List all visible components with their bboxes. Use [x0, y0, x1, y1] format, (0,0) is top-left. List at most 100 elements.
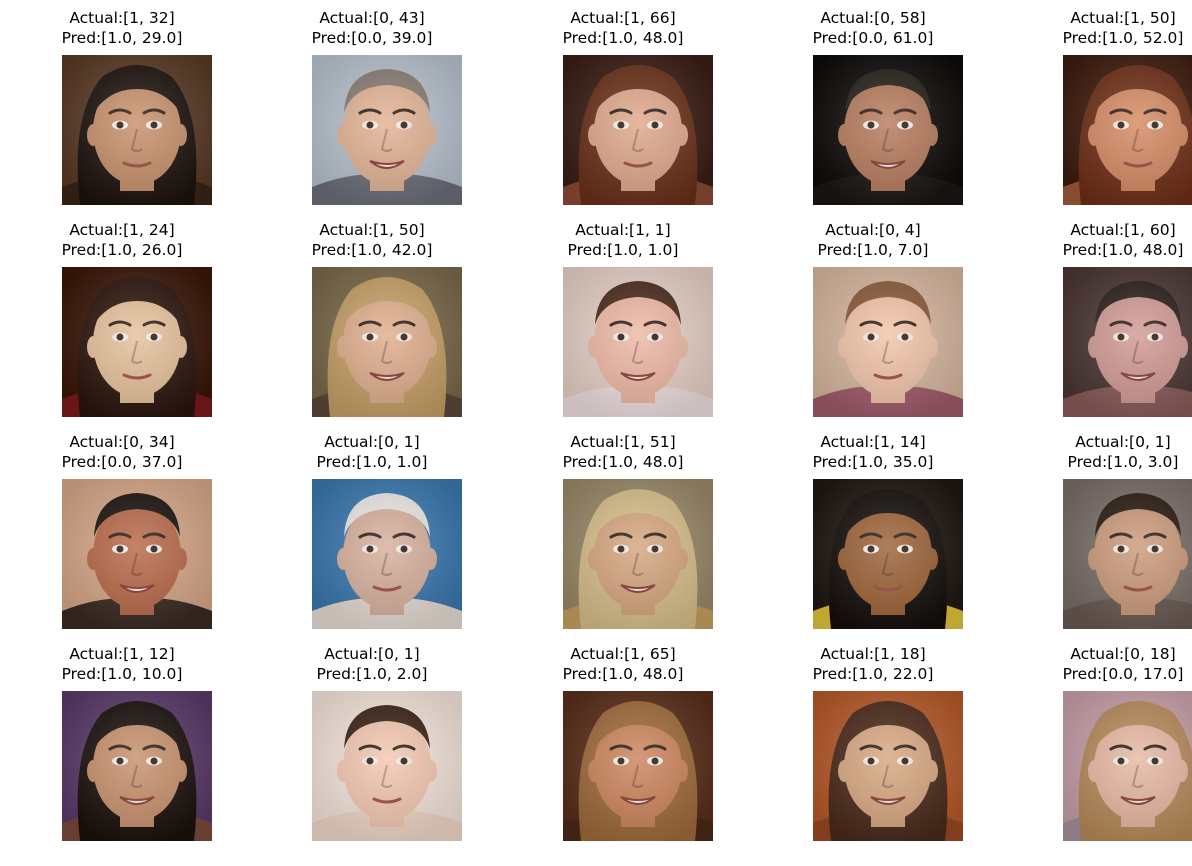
- actual-label: Actual:[0, 1]: [324, 645, 420, 663]
- panel-title: Actual:[1, 50] Pred:[1.0, 52.0]: [1003, 8, 1192, 48]
- face-photo: [813, 691, 963, 841]
- face-image: [813, 55, 963, 205]
- face-photo: [563, 691, 713, 841]
- face-panel: Actual:[1, 32] Pred:[1.0, 29.0]: [2, 8, 242, 213]
- pred-label: Pred:[1.0, 48.0]: [562, 29, 684, 47]
- actual-label: Actual:[0, 43]: [319, 9, 425, 27]
- panel-title: Actual:[1, 66] Pred:[1.0, 48.0]: [503, 8, 743, 48]
- panel-title: Actual:[1, 51] Pred:[1.0, 48.0]: [503, 432, 743, 472]
- pred-label: Pred:[1.0, 29.0]: [61, 29, 183, 47]
- face-panel: Actual:[0, 18] Pred:[0.0, 17.0]: [1003, 644, 1192, 849]
- actual-label: Actual:[1, 24]: [69, 221, 175, 239]
- actual-label: Actual:[0, 4]: [825, 221, 921, 239]
- panel-title: Actual:[1, 1] Pred:[1.0, 1.0]: [503, 220, 743, 260]
- face-image: [1063, 479, 1192, 629]
- panel-title: Actual:[1, 24] Pred:[1.0, 26.0]: [2, 220, 242, 260]
- panel-title: Actual:[0, 1] Pred:[1.0, 2.0]: [252, 644, 492, 684]
- face-panel: Actual:[1, 60] Pred:[1.0, 48.0]: [1003, 220, 1192, 425]
- pred-label: Pred:[1.0, 48.0]: [562, 665, 684, 683]
- face-photo: [1063, 479, 1192, 629]
- actual-label: Actual:[1, 14]: [820, 433, 926, 451]
- panel-title: Actual:[0, 43] Pred:[0.0, 39.0]: [252, 8, 492, 48]
- face-image: [312, 267, 462, 417]
- face-panel: Actual:[1, 14] Pred:[1.0, 35.0]: [753, 432, 993, 637]
- pred-label: Pred:[1.0, 2.0]: [316, 665, 428, 683]
- face-panel: Actual:[1, 50] Pred:[1.0, 52.0]: [1003, 8, 1192, 213]
- face-panel: Actual:[1, 1] Pred:[1.0, 1.0]: [503, 220, 743, 425]
- face-photo: [312, 267, 462, 417]
- face-panel: Actual:[0, 43] Pred:[0.0, 39.0]: [252, 8, 492, 213]
- face-panel: Actual:[0, 1] Pred:[1.0, 1.0]: [252, 432, 492, 637]
- face-photo: [62, 691, 212, 841]
- face-photo: [813, 267, 963, 417]
- face-photo: [62, 267, 212, 417]
- face-image: [312, 479, 462, 629]
- face-photo: [563, 479, 713, 629]
- face-panel: Actual:[1, 24] Pred:[1.0, 26.0]: [2, 220, 242, 425]
- face-image: [813, 479, 963, 629]
- pred-label: Pred:[1.0, 35.0]: [812, 453, 934, 471]
- pred-label: Pred:[0.0, 61.0]: [812, 29, 934, 47]
- face-image: [563, 55, 713, 205]
- panel-title: Actual:[1, 32] Pred:[1.0, 29.0]: [2, 8, 242, 48]
- face-image: [62, 479, 212, 629]
- actual-label: Actual:[0, 1]: [1075, 433, 1171, 451]
- face-panel: Actual:[1, 18] Pred:[1.0, 22.0]: [753, 644, 993, 849]
- face-image: [563, 267, 713, 417]
- actual-label: Actual:[1, 50]: [319, 221, 425, 239]
- panel-title: Actual:[1, 12] Pred:[1.0, 10.0]: [2, 644, 242, 684]
- panel-title: Actual:[1, 65] Pred:[1.0, 48.0]: [503, 644, 743, 684]
- face-photo: [1063, 55, 1192, 205]
- actual-label: Actual:[1, 65]: [570, 645, 676, 663]
- face-panel: Actual:[0, 34] Pred:[0.0, 37.0]: [2, 432, 242, 637]
- panel-title: Actual:[0, 1] Pred:[1.0, 1.0]: [252, 432, 492, 472]
- pred-label: Pred:[1.0, 26.0]: [61, 241, 183, 259]
- face-image: [1063, 55, 1192, 205]
- panel-title: Actual:[1, 50] Pred:[1.0, 42.0]: [252, 220, 492, 260]
- actual-label: Actual:[0, 58]: [820, 9, 926, 27]
- face-photo: [563, 267, 713, 417]
- actual-label: Actual:[1, 60]: [1070, 221, 1176, 239]
- panel-title: Actual:[0, 58] Pred:[0.0, 61.0]: [753, 8, 993, 48]
- panel-title: Actual:[1, 60] Pred:[1.0, 48.0]: [1003, 220, 1192, 260]
- actual-label: Actual:[1, 18]: [820, 645, 926, 663]
- pred-label: Pred:[1.0, 48.0]: [562, 453, 684, 471]
- face-photo: [312, 691, 462, 841]
- panel-title: Actual:[0, 18] Pred:[0.0, 17.0]: [1003, 644, 1192, 684]
- face-image: [312, 55, 462, 205]
- face-panel: Actual:[1, 51] Pred:[1.0, 48.0]: [503, 432, 743, 637]
- actual-label: Actual:[1, 66]: [570, 9, 676, 27]
- face-image: [312, 691, 462, 841]
- actual-label: Actual:[1, 51]: [570, 433, 676, 451]
- panel-title: Actual:[1, 14] Pred:[1.0, 35.0]: [753, 432, 993, 472]
- face-panel: Actual:[0, 1] Pred:[1.0, 3.0]: [1003, 432, 1192, 637]
- face-panel: Actual:[0, 4] Pred:[1.0, 7.0]: [753, 220, 993, 425]
- face-panel: Actual:[1, 65] Pred:[1.0, 48.0]: [503, 644, 743, 849]
- pred-label: Pred:[1.0, 1.0]: [567, 241, 679, 259]
- face-photo: [312, 479, 462, 629]
- pred-label: Pred:[1.0, 42.0]: [311, 241, 433, 259]
- pred-label: Pred:[1.0, 7.0]: [817, 241, 929, 259]
- face-photo: [813, 479, 963, 629]
- face-panel: Actual:[0, 58] Pred:[0.0, 61.0]: [753, 8, 993, 213]
- face-image: [1063, 691, 1192, 841]
- panel-title: Actual:[0, 4] Pred:[1.0, 7.0]: [753, 220, 993, 260]
- face-photo: [62, 55, 212, 205]
- face-photo: [1063, 267, 1192, 417]
- face-image: [1063, 267, 1192, 417]
- actual-label: Actual:[1, 50]: [1070, 9, 1176, 27]
- pred-label: Pred:[1.0, 1.0]: [316, 453, 428, 471]
- pred-label: Pred:[0.0, 17.0]: [1062, 665, 1184, 683]
- panel-title: Actual:[1, 18] Pred:[1.0, 22.0]: [753, 644, 993, 684]
- face-image: [813, 267, 963, 417]
- pred-label: Pred:[1.0, 3.0]: [1067, 453, 1179, 471]
- face-panel: Actual:[1, 12] Pred:[1.0, 10.0]: [2, 644, 242, 849]
- pred-label: Pred:[1.0, 10.0]: [61, 665, 183, 683]
- face-image: [62, 55, 212, 205]
- face-image: [563, 691, 713, 841]
- pred-label: Pred:[0.0, 37.0]: [61, 453, 183, 471]
- face-panel: Actual:[1, 66] Pred:[1.0, 48.0]: [503, 8, 743, 213]
- face-photo: [312, 55, 462, 205]
- actual-label: Actual:[0, 18]: [1070, 645, 1176, 663]
